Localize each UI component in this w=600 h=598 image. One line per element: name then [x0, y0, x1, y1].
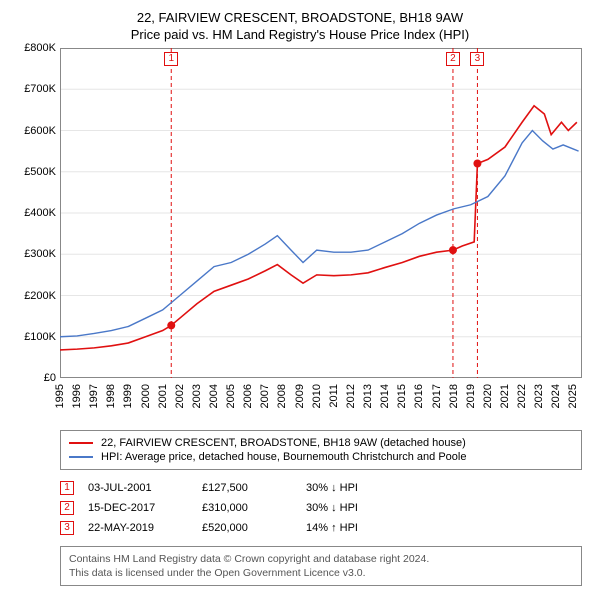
x-tick-label: 2025 [567, 384, 579, 408]
x-tick-label: 2015 [396, 384, 408, 408]
y-tick-label: £300K [24, 248, 60, 260]
footer-line1: Contains HM Land Registry data © Crown c… [69, 552, 573, 566]
x-tick-label: 2023 [533, 384, 545, 408]
event-row: 3 22-MAY-2019 £520,000 14% ↑ HPI [60, 518, 582, 538]
legend-swatch [69, 456, 93, 458]
x-tick-label: 1997 [88, 384, 100, 408]
event-marker-icon: 1 [60, 481, 74, 495]
events-table: 1 03-JUL-2001 £127,500 30% ↓ HPI 2 15-DEC-201… [60, 478, 582, 538]
y-tick-label: £0 [44, 372, 60, 384]
x-tick-label: 2021 [499, 384, 511, 408]
x-tick-label: 2009 [294, 384, 306, 408]
x-tick-label: 2013 [362, 384, 374, 408]
x-tick-label: 1995 [54, 384, 66, 408]
chart-event-marker: 1 [164, 52, 178, 66]
footer-attribution: Contains HM Land Registry data © Crown c… [60, 546, 582, 586]
x-tick-label: 2018 [448, 384, 460, 408]
x-tick-label: 2002 [174, 384, 186, 408]
titles: 22, FAIRVIEW CRESCENT, BROADSTONE, BH18 … [12, 10, 588, 42]
event-delta: 30% ↓ HPI [306, 502, 358, 514]
x-tick-label: 2001 [157, 384, 169, 408]
chart-svg [60, 48, 582, 378]
event-delta: 14% ↑ HPI [306, 522, 358, 534]
legend-item: 22, FAIRVIEW CRESCENT, BROADSTONE, BH18 … [69, 436, 573, 450]
x-tick-label: 2017 [431, 384, 443, 408]
event-price: £310,000 [202, 502, 292, 514]
x-tick-label: 1996 [71, 384, 83, 408]
legend-swatch [69, 442, 93, 444]
chart-event-marker: 2 [446, 52, 460, 66]
x-tick-label: 2010 [311, 384, 323, 408]
title-address: 22, FAIRVIEW CRESCENT, BROADSTONE, BH18 … [12, 10, 588, 25]
legend-item: HPI: Average price, detached house, Bour… [69, 450, 573, 464]
event-row: 1 03-JUL-2001 £127,500 30% ↓ HPI [60, 478, 582, 498]
legend: 22, FAIRVIEW CRESCENT, BROADSTONE, BH18 … [60, 430, 582, 470]
x-tick-label: 2022 [516, 384, 528, 408]
x-tick-label: 2000 [140, 384, 152, 408]
x-tick-label: 2004 [208, 384, 220, 408]
x-tick-label: 2016 [413, 384, 425, 408]
event-row: 2 15-DEC-2017 £310,000 30% ↓ HPI [60, 498, 582, 518]
event-date: 15-DEC-2017 [88, 502, 188, 514]
x-tick-label: 2006 [242, 384, 254, 408]
y-tick-label: £800K [24, 42, 60, 54]
x-tick-label: 2007 [259, 384, 271, 408]
title-subtitle: Price paid vs. HM Land Registry's House … [12, 27, 588, 42]
x-tick-label: 2024 [550, 384, 562, 408]
y-tick-label: £200K [24, 290, 60, 302]
event-price: £520,000 [202, 522, 292, 534]
y-tick-label: £500K [24, 166, 60, 178]
event-price: £127,500 [202, 482, 292, 494]
x-tick-label: 2008 [276, 384, 288, 408]
footer-line2: This data is licensed under the Open Gov… [69, 566, 573, 580]
x-tick-label: 2019 [465, 384, 477, 408]
x-tick-label: 2005 [225, 384, 237, 408]
event-date: 22-MAY-2019 [88, 522, 188, 534]
x-tick-label: 2011 [328, 384, 340, 408]
chart-event-marker: 3 [470, 52, 484, 66]
y-tick-label: £700K [24, 83, 60, 95]
chart-area: £0£100K£200K£300K£400K£500K£600K£700K£80… [60, 48, 582, 378]
x-tick-label: 2014 [379, 384, 391, 408]
x-axis-labels: 1995199619971998199920002001200220032004… [60, 378, 582, 422]
x-tick-label: 1998 [105, 384, 117, 408]
event-marker-icon: 3 [60, 521, 74, 535]
x-tick-label: 2003 [191, 384, 203, 408]
legend-label: 22, FAIRVIEW CRESCENT, BROADSTONE, BH18 … [101, 437, 466, 449]
x-tick-label: 2012 [345, 384, 357, 408]
event-marker-icon: 2 [60, 501, 74, 515]
x-tick-label: 1999 [122, 384, 134, 408]
legend-label: HPI: Average price, detached house, Bour… [101, 451, 466, 463]
y-tick-label: £600K [24, 125, 60, 137]
event-date: 03-JUL-2001 [88, 482, 188, 494]
event-delta: 30% ↓ HPI [306, 482, 358, 494]
chart-container: 22, FAIRVIEW CRESCENT, BROADSTONE, BH18 … [0, 0, 600, 598]
x-tick-label: 2020 [482, 384, 494, 408]
y-tick-label: £400K [24, 207, 60, 219]
y-tick-label: £100K [24, 331, 60, 343]
